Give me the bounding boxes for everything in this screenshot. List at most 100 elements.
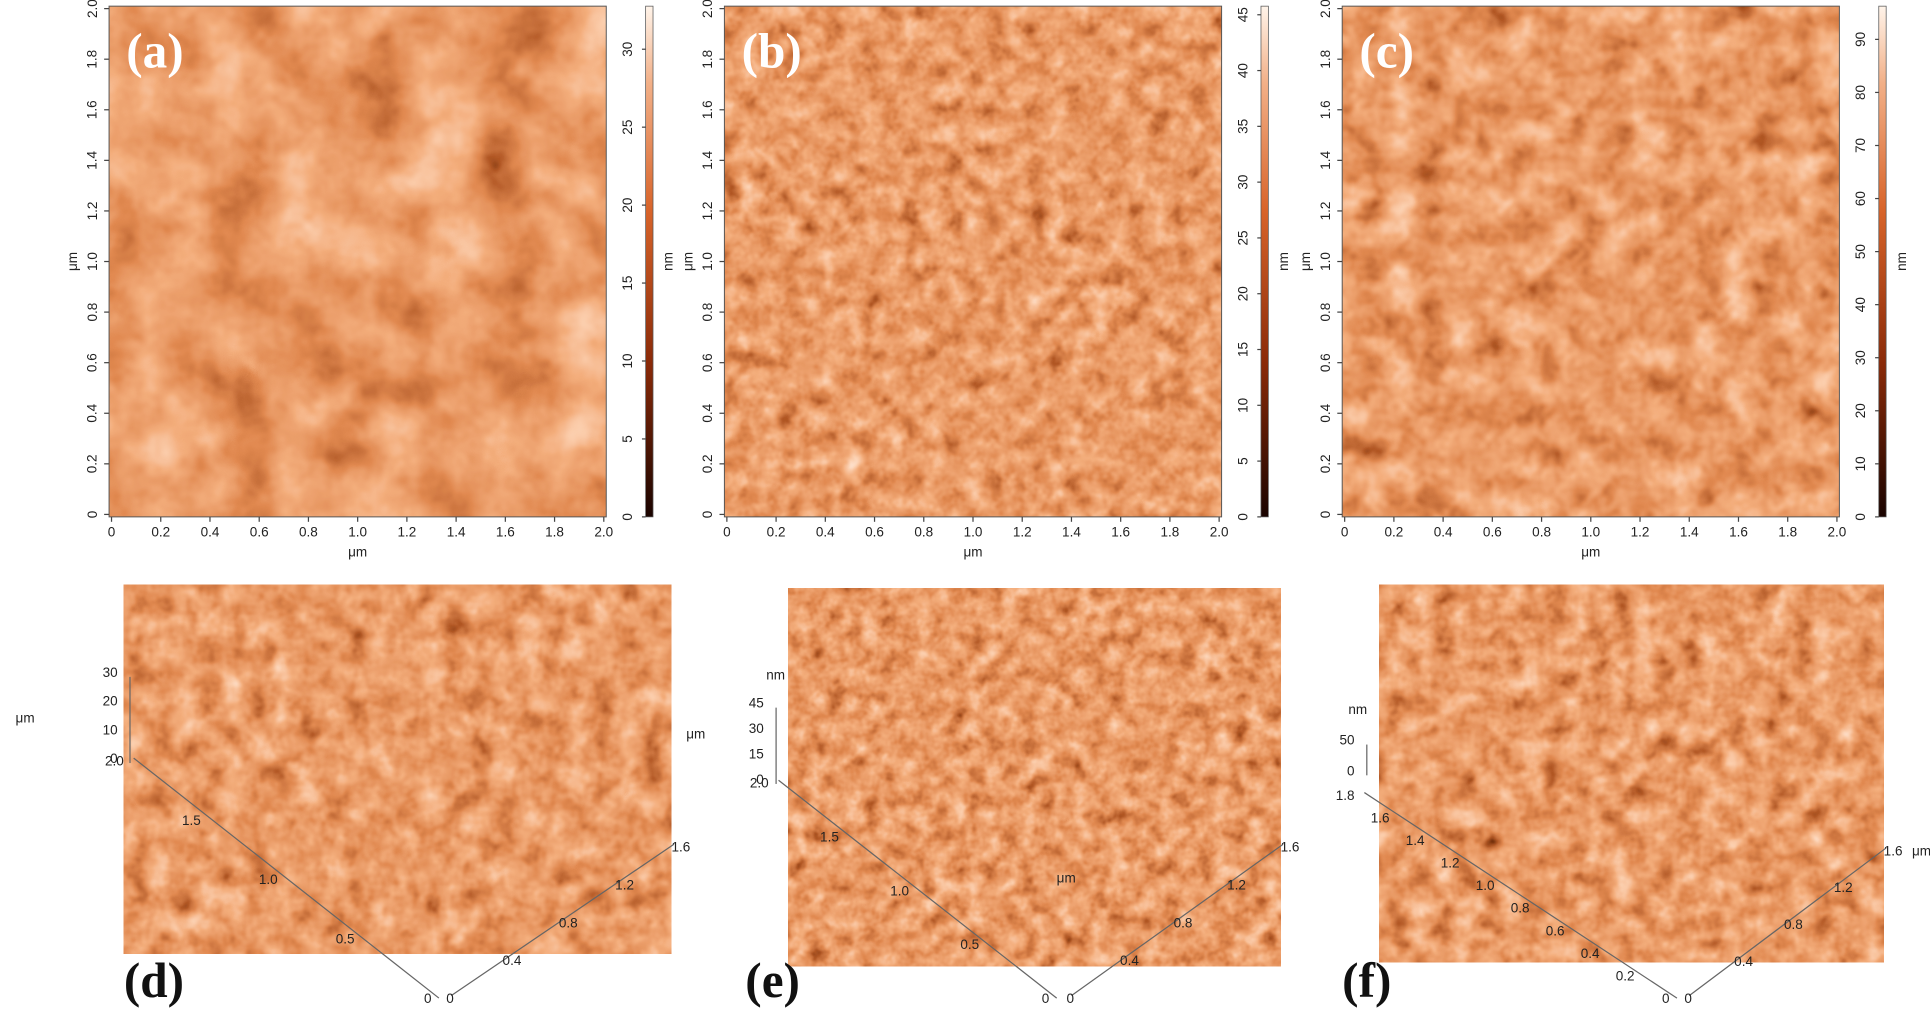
colorbar-tick-label: 5 xyxy=(620,435,635,443)
x-axis-label: μm xyxy=(1581,544,1600,559)
x-tick-label: 1.2 xyxy=(397,525,416,540)
x-tick-label: 0.8 xyxy=(1532,525,1551,540)
x-tick-label: 0.8 xyxy=(299,525,318,540)
y-axis-label: μm xyxy=(680,252,695,271)
x-tick-label: 0 xyxy=(1341,525,1349,540)
colorbar xyxy=(1260,5,1269,518)
y-axis-label: μm xyxy=(65,252,80,271)
y-axis-label: μm xyxy=(1298,252,1313,271)
width-tick-label: 1.6 xyxy=(671,840,690,855)
width-tick-label: 0 xyxy=(1067,991,1075,1006)
colorbar-tick-label: 0 xyxy=(1235,513,1250,521)
depth-axis xyxy=(778,779,1058,999)
x-tick-label: 1.8 xyxy=(1161,525,1180,540)
panel-label: (f) xyxy=(1342,953,1391,1008)
x-tick-label: 1.4 xyxy=(447,525,466,540)
panel-label: (a) xyxy=(126,24,183,79)
width-tick-label: 1.2 xyxy=(1227,877,1246,892)
depth-tick-label: 1.5 xyxy=(182,813,201,828)
z-tick-label: 30 xyxy=(103,665,118,680)
x-tick-label: 1.0 xyxy=(1581,525,1600,540)
depth-tick-label: 2.0 xyxy=(750,776,769,791)
colorbar-tick-label: 50 xyxy=(1853,244,1868,259)
x-tick-label: 1.4 xyxy=(1680,525,1699,540)
depth-tick-label: 0.6 xyxy=(1546,923,1565,938)
depth-tick-label: 1.5 xyxy=(820,829,839,844)
x-tick-label: 0 xyxy=(108,525,116,540)
y-tick-label: 1.4 xyxy=(700,150,715,169)
width-tick-label: 0.8 xyxy=(559,915,578,930)
width-tick-label: 1.6 xyxy=(1884,843,1903,858)
z-tick-label: 10 xyxy=(103,722,118,737)
colorbar-tick-label: 15 xyxy=(1235,342,1250,357)
y-tick-label: 1.4 xyxy=(1318,150,1333,169)
y-tick-label: 1.6 xyxy=(85,100,100,119)
surface-3d xyxy=(123,584,672,954)
y-tick-label: 0.6 xyxy=(85,353,100,372)
x-tick-label: 0 xyxy=(723,525,731,540)
x-tick-label: 1.4 xyxy=(1062,525,1081,540)
width-tick-label: 0.4 xyxy=(1734,954,1753,969)
colorbar-tick-label: 10 xyxy=(1853,456,1868,471)
z-tick-label: 20 xyxy=(103,694,118,709)
depth-tick-label: 1.0 xyxy=(1476,878,1495,893)
x-tick-label: 1.2 xyxy=(1631,525,1650,540)
colorbar-tick-label: 0 xyxy=(620,513,635,521)
y-tick-label: 1.0 xyxy=(1318,252,1333,271)
y-tick-label: 2.0 xyxy=(85,0,100,18)
surface-3d xyxy=(788,588,1281,967)
width-tick-label: 1.2 xyxy=(1834,880,1853,895)
x-tick-label: 2.0 xyxy=(594,525,613,540)
z-tick-label: 30 xyxy=(749,721,764,736)
y-tick-label: 0 xyxy=(700,511,715,519)
depth-tick-label: 1.0 xyxy=(890,883,909,898)
colorbar-tick-label: 60 xyxy=(1853,191,1868,206)
colorbar-tick-label: 25 xyxy=(620,120,635,135)
y-tick-label: 0.6 xyxy=(700,353,715,372)
y-tick-label: 1.2 xyxy=(1318,202,1333,221)
axis-unit: μm xyxy=(1057,870,1076,885)
width-tick-label: 0.8 xyxy=(1784,917,1803,932)
depth-tick-label: 0.5 xyxy=(960,937,979,952)
y-tick-label: 0.8 xyxy=(700,303,715,322)
y-tick-label: 0 xyxy=(85,511,100,519)
colorbar xyxy=(645,5,654,518)
width-tick-label: 0 xyxy=(446,991,454,1006)
depth-tick-label: 0 xyxy=(1042,991,1050,1006)
colorbar-unit: nm xyxy=(1894,252,1909,271)
depth-tick-label: 1.8 xyxy=(1336,788,1355,803)
y-tick-label: 1.0 xyxy=(700,252,715,271)
y-tick-label: 1.8 xyxy=(700,50,715,69)
width-axis xyxy=(1688,847,1887,997)
x-tick-label: 1.2 xyxy=(1013,525,1032,540)
colorbar-tick-label: 70 xyxy=(1853,138,1868,153)
z-tick-label: 0 xyxy=(756,772,764,787)
surface-3d xyxy=(1379,584,1884,963)
depth-tick-label: 0.8 xyxy=(1511,901,1530,916)
depth-tick-label: 1.2 xyxy=(1441,856,1460,871)
afm-image xyxy=(1342,6,1840,517)
y-tick-label: 0.4 xyxy=(1318,403,1333,422)
y-tick-label: 1.2 xyxy=(700,202,715,221)
width-axis xyxy=(450,843,675,997)
width-tick-label: 1.2 xyxy=(615,877,634,892)
width-tick-label: 1.6 xyxy=(1281,840,1300,855)
y-tick-label: 0.6 xyxy=(1318,353,1333,372)
depth-tick-label: 0.4 xyxy=(1581,946,1600,961)
panel-label: (e) xyxy=(745,953,800,1008)
y-tick-label: 0.8 xyxy=(1318,303,1333,322)
x-tick-label: 0.2 xyxy=(767,525,786,540)
y-tick-label: 2.0 xyxy=(700,0,715,18)
colorbar-unit: nm xyxy=(1276,252,1291,271)
x-tick-label: 0.4 xyxy=(816,525,835,540)
colorbar-tick-label: 10 xyxy=(620,353,635,368)
colorbar-tick-label: 80 xyxy=(1853,85,1868,100)
colorbar-tick-label: 20 xyxy=(1235,286,1250,301)
colorbar xyxy=(1878,5,1887,518)
panel-label: (c) xyxy=(1359,24,1414,79)
colorbar-tick-label: 10 xyxy=(1235,398,1250,413)
x-tick-label: 2.0 xyxy=(1828,525,1847,540)
colorbar-tick-label: 30 xyxy=(1853,350,1868,365)
colorbar-tick-label: 20 xyxy=(620,198,635,213)
